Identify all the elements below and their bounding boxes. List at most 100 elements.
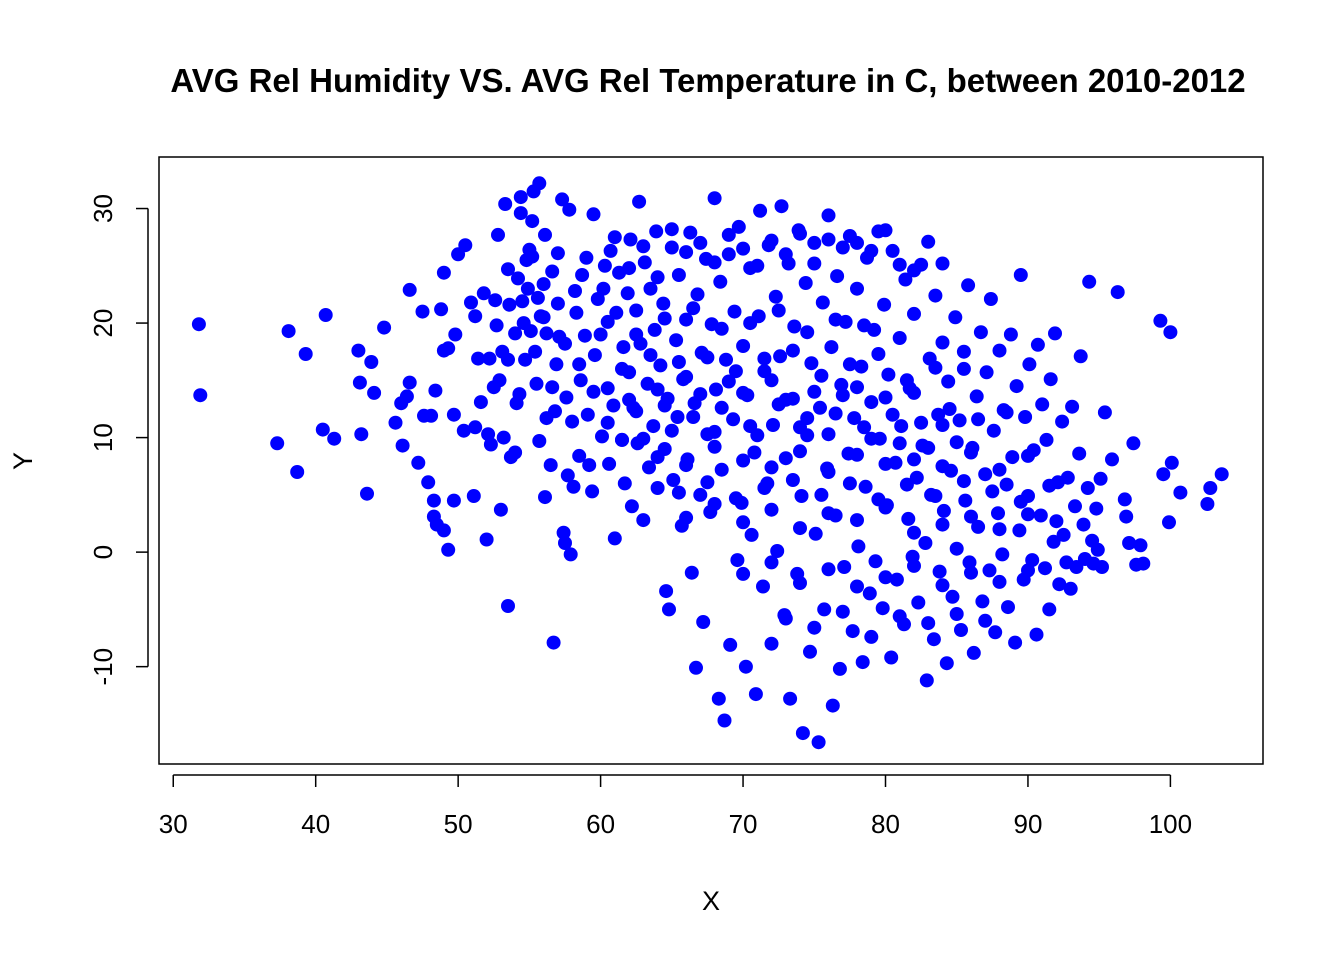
data-point [877,297,892,312]
data-point [1089,501,1104,516]
data-point [723,637,738,652]
data-point [736,566,751,581]
data-point [1122,536,1137,550]
data-point [700,475,715,490]
data-point [643,281,658,296]
data-point [441,542,456,557]
data-point [492,373,507,388]
data-point [620,286,635,301]
data-point [785,473,800,487]
data-point [479,532,494,547]
data-point [714,321,729,336]
data-point [811,735,826,750]
data-point [530,290,545,305]
data-point [388,415,403,430]
y-tick-label: 0 [88,545,118,559]
data-point [907,525,921,540]
data-point [862,586,877,601]
data-point [693,487,708,502]
data-point [656,296,671,311]
data-point [878,390,893,405]
data-point [942,402,957,416]
data-point [549,357,564,372]
data-point [607,531,622,546]
data-point [926,632,941,647]
data-point [999,405,1014,420]
data-point [815,295,830,310]
y-tick-label: 30 [88,194,118,223]
data-point [546,635,561,650]
data-point [193,388,208,403]
data-point [709,382,723,397]
data-point [281,324,296,339]
data-point [473,395,488,410]
data-point [491,227,505,242]
data-point [624,499,639,514]
data-point [1068,499,1082,514]
data-point [538,490,552,505]
data-point [1153,313,1168,328]
data-point [719,352,733,367]
data-point [1105,452,1119,467]
data-point [615,361,629,376]
data-point [441,341,456,356]
data-point [315,422,330,437]
data-point [821,208,836,223]
x-tick-label: 70 [729,809,758,839]
data-point [502,297,517,312]
data-point [995,547,1010,562]
data-point [607,230,622,245]
data-point [992,462,1007,477]
data-point [907,558,921,573]
data-point [821,465,836,479]
data-point [747,445,762,460]
data-point [764,555,779,570]
data-point [671,355,686,369]
data-point [364,355,379,369]
data-point [669,333,684,348]
data-point [646,419,661,434]
data-point [939,656,954,671]
data-point [367,385,382,400]
data-point [436,265,451,280]
data-point [327,431,342,446]
data-point [793,444,807,459]
data-point [609,305,624,320]
data-point [764,502,779,517]
data-point [642,460,656,475]
data-point [1039,432,1054,447]
data-point [1049,514,1064,529]
data-point [1072,446,1087,461]
x-tick-label: 30 [159,809,188,839]
data-point [778,611,793,626]
data-point [566,479,581,494]
data-point [434,302,449,317]
data-point [785,343,800,358]
data-point [1093,471,1108,486]
data-point [636,431,651,446]
data-point [637,255,652,270]
plot-frame [158,156,1264,765]
data-point [1090,542,1105,557]
data-point [721,374,736,389]
data-point [1048,326,1062,341]
data-point [988,625,1003,640]
data-point [1013,494,1028,509]
data-point [975,594,990,609]
data-point [548,404,562,419]
data-point [878,223,893,238]
data-point [973,325,988,340]
data-point [482,351,497,366]
data-point [964,445,978,460]
data-point [468,420,483,435]
data-point [830,269,845,284]
data-point [817,602,832,617]
data-point [558,536,572,550]
data-point [964,509,978,524]
data-point [1055,414,1070,429]
data-point [756,579,770,594]
data-point [270,436,285,451]
x-tick-label: 60 [586,809,615,839]
data-point [650,270,665,285]
data-point [899,373,914,388]
